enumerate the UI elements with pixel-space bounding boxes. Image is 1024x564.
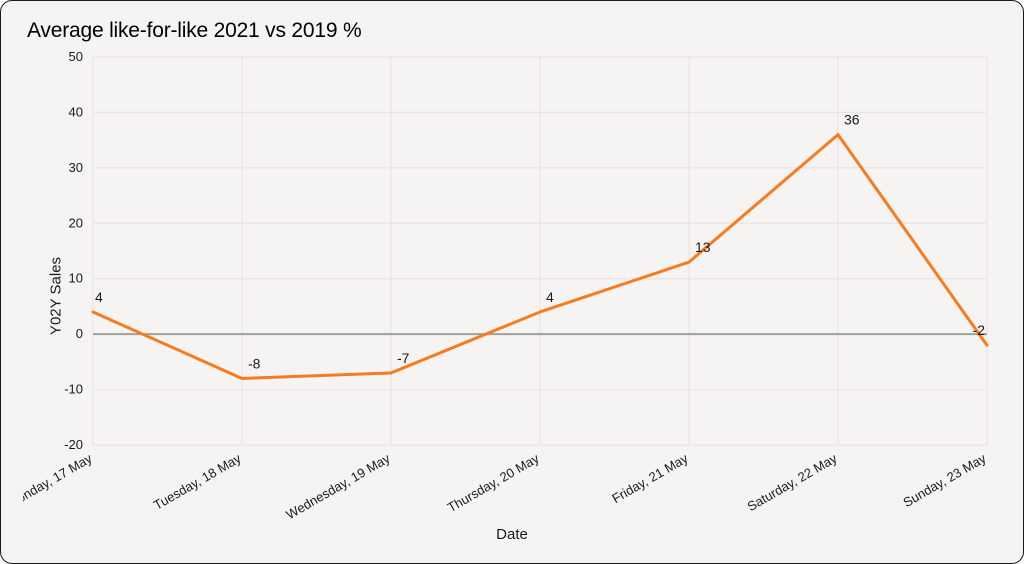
chart-title: Average like-for-like 2021 vs 2019 % bbox=[27, 19, 1001, 43]
y-tick-label: 0 bbox=[76, 326, 83, 341]
x-tick-label: Saturday, 22 May bbox=[745, 450, 840, 514]
chart-svg: -20 -10 0 10 20 30 40 50 Monday, 17 May Tuesday, … bbox=[23, 49, 1001, 543]
x-tick-label: Thursday, 20 May bbox=[445, 450, 542, 515]
y-tick-label: 20 bbox=[69, 215, 83, 230]
y-tick-label: 50 bbox=[69, 49, 83, 64]
data-point-label: 36 bbox=[844, 112, 860, 128]
x-tick-label: Friday, 21 May bbox=[609, 450, 691, 506]
data-point-label: -2 bbox=[973, 322, 986, 338]
data-point-label: -7 bbox=[397, 350, 410, 366]
y-tick-label: 30 bbox=[69, 160, 83, 175]
data-point-label: 4 bbox=[95, 289, 103, 305]
data-point-label: 4 bbox=[546, 289, 554, 305]
y-tick-label: -20 bbox=[64, 437, 83, 452]
x-axis-label: Date bbox=[496, 526, 528, 543]
y-axis-label: Y02Y Sales bbox=[48, 257, 65, 335]
data-point-label: 13 bbox=[695, 239, 711, 255]
x-tick-label: Wednesday, 19 May bbox=[283, 450, 393, 522]
y-tick-label: 40 bbox=[69, 104, 83, 119]
x-tick-label: Tuesday, 18 May bbox=[151, 450, 244, 512]
y-tick-label: 10 bbox=[69, 271, 83, 286]
data-point-label: -8 bbox=[248, 355, 261, 371]
x-tick-label: Monday, 17 May bbox=[23, 450, 95, 511]
chart-card: Average like-for-like 2021 vs 2019 % Y02… bbox=[0, 0, 1024, 564]
y-tick-label: -10 bbox=[64, 382, 83, 397]
x-tick-label: Sunday, 23 May bbox=[900, 450, 988, 510]
plot-area: Y02Y Sales -20 -10 0 10 20 30 40 50 Monday, 17 M… bbox=[23, 49, 1001, 543]
